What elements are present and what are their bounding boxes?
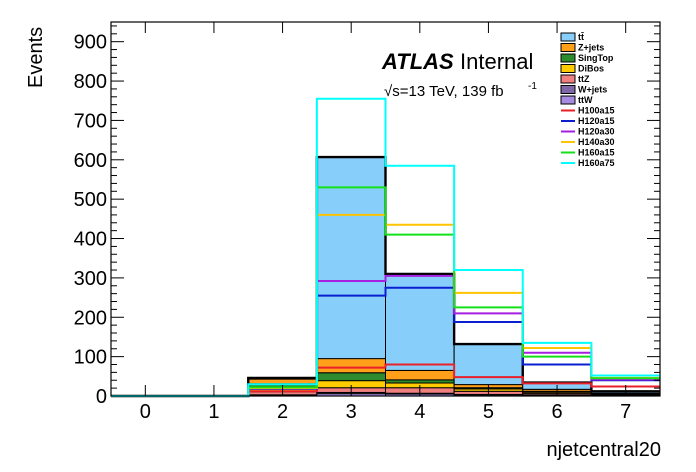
legend-label: H160a75: [578, 158, 615, 168]
x-tick-label: 5: [483, 401, 494, 423]
legend-label: ttW: [578, 95, 593, 105]
y-tick-label: 0: [96, 386, 107, 408]
x-tick-label: 1: [208, 401, 219, 423]
legend-swatch: [560, 74, 576, 84]
x-axis-title: njetcentral20: [546, 439, 661, 461]
x-tick-label: 6: [552, 401, 563, 423]
legend: tt̄Z+jetsSingTopDiBosttZW+jetsttWH100a15…: [560, 32, 615, 168]
bar-SingTop-bin3: [316, 372, 386, 382]
legend-swatch: [560, 53, 576, 63]
bar-tt-bin3: [316, 156, 386, 360]
y-tick-label: 500: [74, 189, 107, 211]
bar-Zjets-bin3: [316, 358, 386, 374]
legend-label: H160a15: [578, 148, 615, 158]
y-tick-label: 100: [74, 347, 107, 369]
signal-lines-layer: [111, 97, 660, 397]
legend-swatch: [560, 64, 576, 73]
plot-frame: [110, 21, 661, 397]
legend-label: tt̄: [578, 32, 584, 42]
lumi-exponent: -1: [528, 81, 537, 92]
bar-Zjets-bin2: [247, 378, 318, 385]
y-tick-label: 900: [74, 32, 107, 54]
y-tick-label: 800: [74, 71, 107, 93]
tick-labels-layer: 0 1 2 3 4 5 6 7 0 100 200 300 400 500 600 700 800 900: [74, 32, 632, 423]
axis-ticks-layer: [111, 22, 660, 397]
y-tick-label: 200: [74, 307, 107, 329]
legend-label: W+jets: [578, 85, 607, 95]
legend-label: Z+jets: [578, 43, 604, 53]
bar-tt-bin5: [453, 343, 524, 386]
y-tick-label: 300: [74, 268, 107, 290]
legend-label: H140a30: [578, 137, 615, 147]
y-tick-label: 700: [74, 110, 107, 132]
bar-Zjets-bin4: [385, 369, 455, 381]
legend-swatch: [560, 43, 576, 52]
signal-line-H160a75: [111, 97, 660, 397]
legend-label: SingTop: [578, 53, 614, 63]
legend-label: ttZ: [578, 74, 590, 84]
x-tick-label: 2: [277, 401, 288, 423]
y-tick-label: 400: [74, 229, 107, 251]
x-tick-label: 3: [346, 401, 357, 423]
lumi-label: √s=13 TeV, 139 fb: [384, 83, 504, 100]
x-tick-label: 7: [620, 401, 631, 423]
x-tick-label: 0: [140, 401, 151, 423]
legend-label: DiBos: [578, 64, 604, 74]
y-tick-label: 600: [74, 150, 107, 172]
x-tick-label: 4: [414, 401, 425, 423]
legend-label: H120a15: [578, 116, 615, 126]
legend-swatch: [560, 95, 576, 105]
atlas-label: ATLAS: [381, 49, 454, 74]
atlas-status: Internal: [460, 49, 533, 74]
legend-label: H120a30: [578, 127, 615, 137]
legend-swatch: [560, 32, 576, 42]
legend-label: H100a15: [578, 106, 615, 116]
y-axis-title: Events: [25, 27, 47, 88]
legend-swatch: [560, 85, 576, 94]
